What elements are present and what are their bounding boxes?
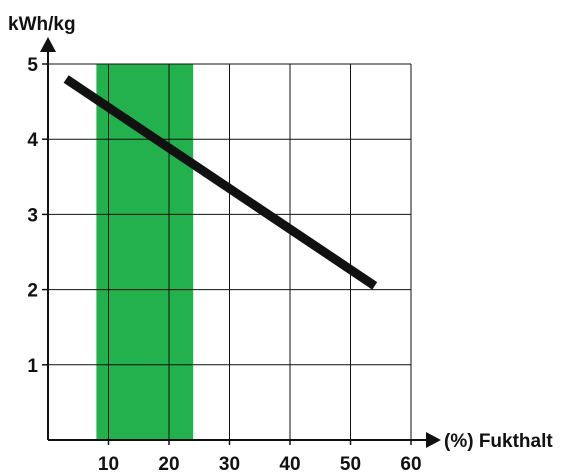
highlight-band-layer [96, 64, 194, 440]
x-tick-label-20: 20 [158, 454, 179, 475]
grid-layer [48, 63, 412, 440]
series-layer [63, 75, 378, 290]
axes [40, 37, 441, 448]
y-tick-label-2: 2 [27, 281, 38, 302]
highlight-band [96, 64, 194, 440]
y-tick-label-5: 5 [27, 55, 38, 76]
x-tick-label-60: 60 [400, 454, 421, 475]
x-axis-title: (%) Fukthalt [444, 431, 553, 452]
y-tick-label-1: 1 [27, 356, 38, 377]
x-tick-label-50: 50 [340, 454, 361, 475]
tick-labels: 10 20 30 40 50 60 1 2 3 4 5 [27, 55, 421, 475]
x-tick-label-40: 40 [279, 454, 300, 475]
y-tick-label-3: 3 [27, 205, 38, 226]
x-tick-label-10: 10 [98, 454, 119, 475]
y-tick-label-4: 4 [27, 130, 38, 151]
series-line [63, 75, 378, 290]
x-tick-label-30: 30 [219, 454, 240, 475]
x-axis-arrow-icon [426, 432, 441, 448]
y-axis-title: kWh/kg [8, 14, 76, 35]
y-axis-arrow-icon [40, 37, 56, 52]
